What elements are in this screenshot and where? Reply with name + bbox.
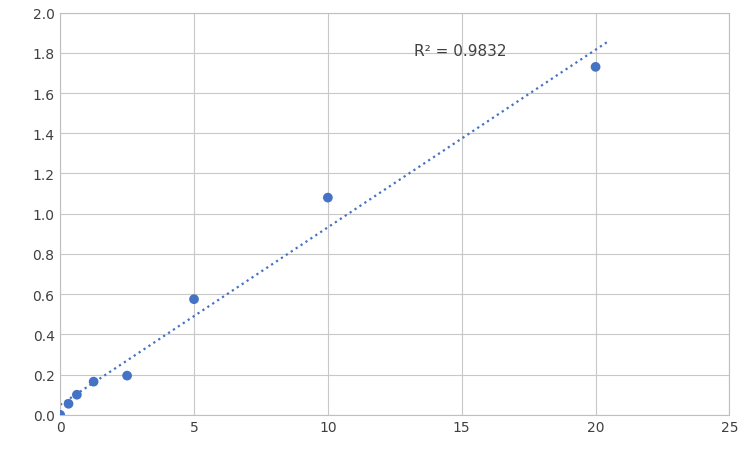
Point — [87, 378, 99, 386]
Point — [54, 411, 66, 419]
Point — [590, 64, 602, 71]
Point — [62, 400, 74, 408]
Point — [322, 194, 334, 202]
Point — [121, 372, 133, 379]
Text: R² = 0.9832: R² = 0.9832 — [414, 44, 506, 59]
Point — [188, 296, 200, 303]
Point — [71, 391, 83, 399]
